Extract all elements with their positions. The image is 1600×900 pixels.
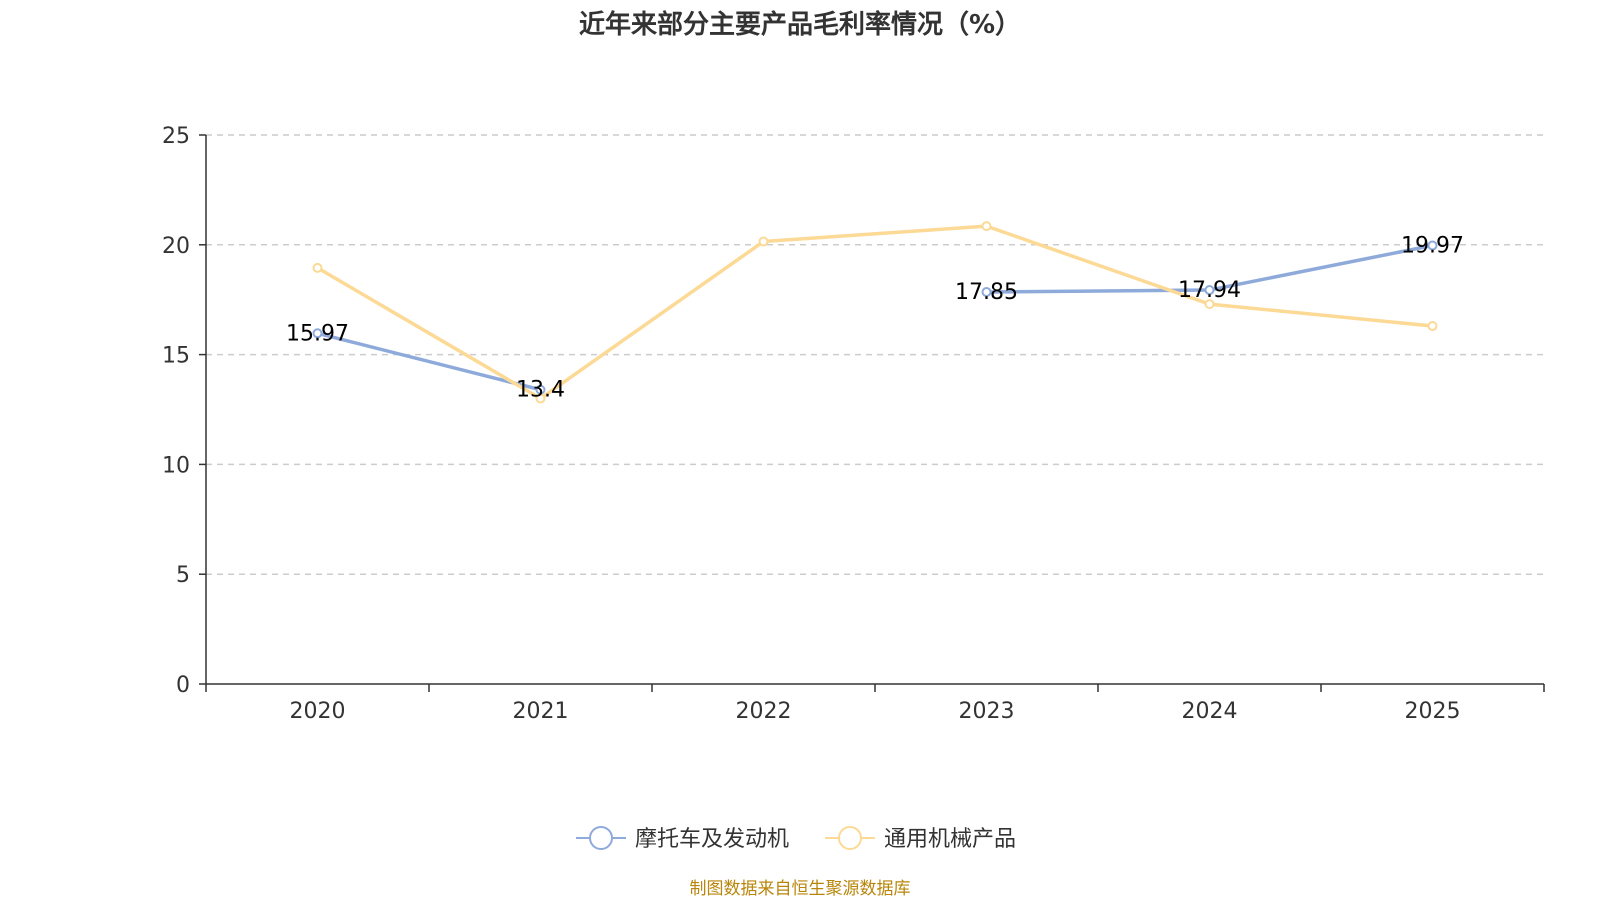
y-tick-label: 15 [162, 344, 190, 369]
series-1-data-label: 17.85 [955, 280, 1018, 305]
series-2-point[interactable] [981, 221, 992, 232]
legend-label-2[interactable]: 通用机械产品 [884, 827, 1016, 852]
series-layer [312, 221, 1438, 404]
data-labels: 15.97 13.4 17.85 17.94 19.97 [286, 233, 1464, 402]
y-tick-label: 5 [176, 563, 190, 588]
legend-marker-2[interactable] [838, 826, 862, 850]
series-2-point[interactable] [1427, 321, 1438, 332]
series-1-point[interactable] [981, 287, 992, 298]
y-tick-label: 25 [162, 124, 190, 149]
series-line-1 [315, 331, 543, 392]
x-tick-label: 2022 [736, 699, 792, 724]
legend-marker-1[interactable] [589, 826, 613, 850]
series-1-data-label: 15.97 [286, 321, 349, 346]
chart-title: 近年来部分主要产品毛利率情况（%） [579, 9, 1021, 40]
x-tick-label: 2023 [959, 699, 1015, 724]
y-tick-label: 10 [162, 453, 190, 478]
series-1-data-label: 19.97 [1401, 233, 1464, 258]
series-1-point[interactable] [1427, 240, 1438, 251]
series-2-point[interactable] [1204, 299, 1215, 310]
series-1-data-label: 17.94 [1178, 278, 1241, 303]
y-tick-label: 20 [162, 234, 190, 259]
series-line-2 [315, 224, 1435, 401]
x-tick-label: 2021 [513, 699, 569, 724]
series-2-point[interactable] [312, 262, 323, 273]
grid-lines [206, 134, 1544, 575]
legend: 摩托车及发动机 通用机械产品 [576, 826, 1016, 852]
series-1-point[interactable] [312, 328, 323, 339]
x-tick-label: 2020 [290, 699, 346, 724]
legend-label-1[interactable]: 摩托车及发动机 [635, 827, 789, 852]
x-tick-label: 2024 [1182, 699, 1238, 724]
series-1-point[interactable] [1204, 285, 1215, 296]
series-1-data-label: 13.4 [516, 378, 565, 403]
series-2-point[interactable] [535, 393, 546, 404]
series-2-point[interactable] [758, 236, 769, 247]
source-note: 制图数据来自恒生聚源数据库 [690, 879, 911, 899]
y-tick-label: 0 [176, 673, 190, 698]
x-tick-label: 2025 [1405, 699, 1461, 724]
